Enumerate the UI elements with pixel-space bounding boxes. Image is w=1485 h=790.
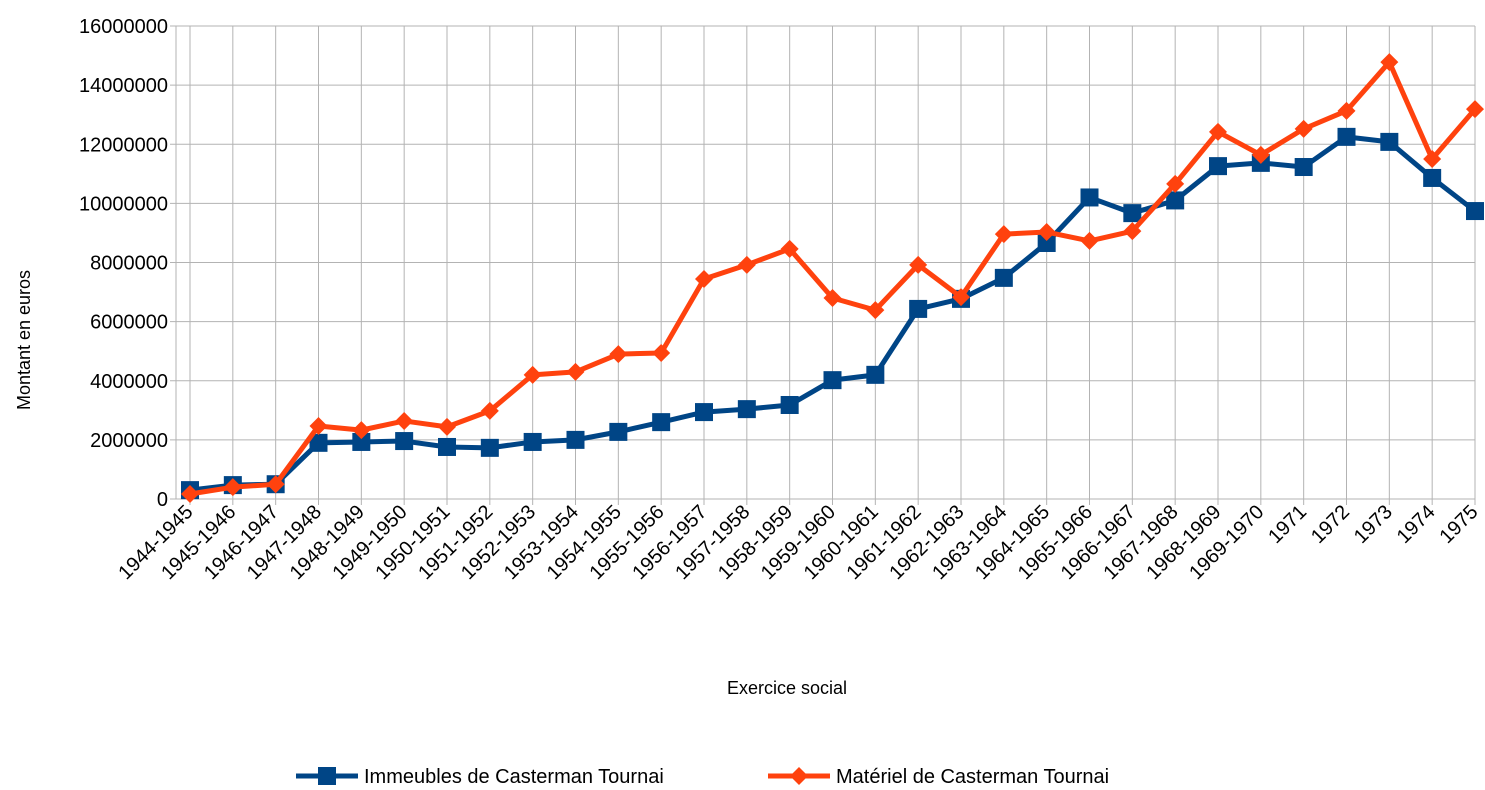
y-tick-label: 2000000 — [90, 430, 168, 452]
marker — [609, 422, 628, 441]
marker — [266, 475, 285, 494]
y-tick-label: 10000000 — [79, 193, 168, 215]
y-axis-label: Montant en euros — [14, 270, 34, 410]
x-tick-label: 1974 — [1393, 501, 1440, 548]
marker — [1080, 188, 1099, 207]
marker — [1294, 158, 1313, 177]
marker — [1380, 132, 1399, 151]
marker — [952, 288, 970, 307]
marker — [909, 299, 928, 318]
marker — [1294, 119, 1313, 138]
y-tick-label: 4000000 — [90, 371, 168, 393]
marker — [1209, 122, 1227, 141]
marker — [480, 401, 499, 420]
marker — [652, 413, 671, 432]
x-tick-label: 1975 — [1436, 501, 1483, 548]
marker — [1209, 157, 1227, 176]
marker — [1166, 191, 1185, 210]
marker — [1166, 174, 1185, 193]
y-tick-label: 8000000 — [90, 253, 168, 275]
marker — [1251, 145, 1270, 164]
marker — [566, 362, 585, 381]
marker — [318, 767, 336, 785]
y-tick-label: 0 — [157, 489, 168, 511]
marker — [695, 403, 713, 422]
marker — [994, 225, 1013, 244]
marker — [352, 421, 371, 440]
marker — [1037, 233, 1056, 252]
marker — [1423, 150, 1442, 169]
x-tick-label: 1973 — [1350, 501, 1397, 548]
legend-label: Immeubles de Casterman Tournai — [364, 766, 664, 788]
x-tick-label: 1971 — [1264, 501, 1311, 548]
marker — [438, 417, 456, 436]
marker — [1037, 223, 1056, 242]
marker — [566, 430, 585, 449]
marker — [737, 400, 756, 419]
marker — [609, 345, 628, 364]
marker — [737, 255, 756, 274]
x-axis-label: Exercice social — [727, 678, 847, 698]
marker — [780, 395, 799, 414]
marker — [438, 437, 456, 456]
marker — [909, 255, 928, 274]
marker — [1123, 204, 1142, 223]
y-tick-label: 6000000 — [90, 312, 168, 334]
marker — [309, 416, 328, 435]
marker — [1123, 222, 1142, 241]
marker — [695, 270, 713, 289]
marker — [1080, 231, 1099, 250]
legend-label: Matériel de Casterman Tournai — [836, 766, 1109, 788]
marker — [1466, 202, 1484, 221]
marker — [352, 432, 371, 451]
marker — [823, 288, 842, 307]
marker — [523, 365, 542, 384]
y-tick-label: 16000000 — [79, 16, 168, 38]
marker — [523, 432, 542, 451]
y-tick-label: 14000000 — [79, 75, 168, 97]
marker — [652, 343, 671, 362]
marker — [780, 239, 799, 258]
marker — [994, 268, 1013, 287]
marker — [1466, 100, 1484, 119]
x-tick-label: 1972 — [1307, 501, 1354, 548]
y-tick-label: 12000000 — [79, 134, 168, 156]
marker — [223, 478, 242, 497]
marker — [790, 767, 808, 785]
marker — [866, 365, 885, 384]
marker — [1337, 101, 1356, 120]
marker — [181, 484, 199, 503]
marker — [1423, 168, 1442, 187]
marker — [1380, 53, 1399, 72]
marker — [309, 433, 328, 452]
marker — [395, 432, 414, 451]
marker — [480, 438, 499, 457]
marker — [866, 301, 885, 320]
marker — [823, 371, 842, 390]
marker — [395, 411, 414, 430]
marker — [1337, 127, 1356, 146]
